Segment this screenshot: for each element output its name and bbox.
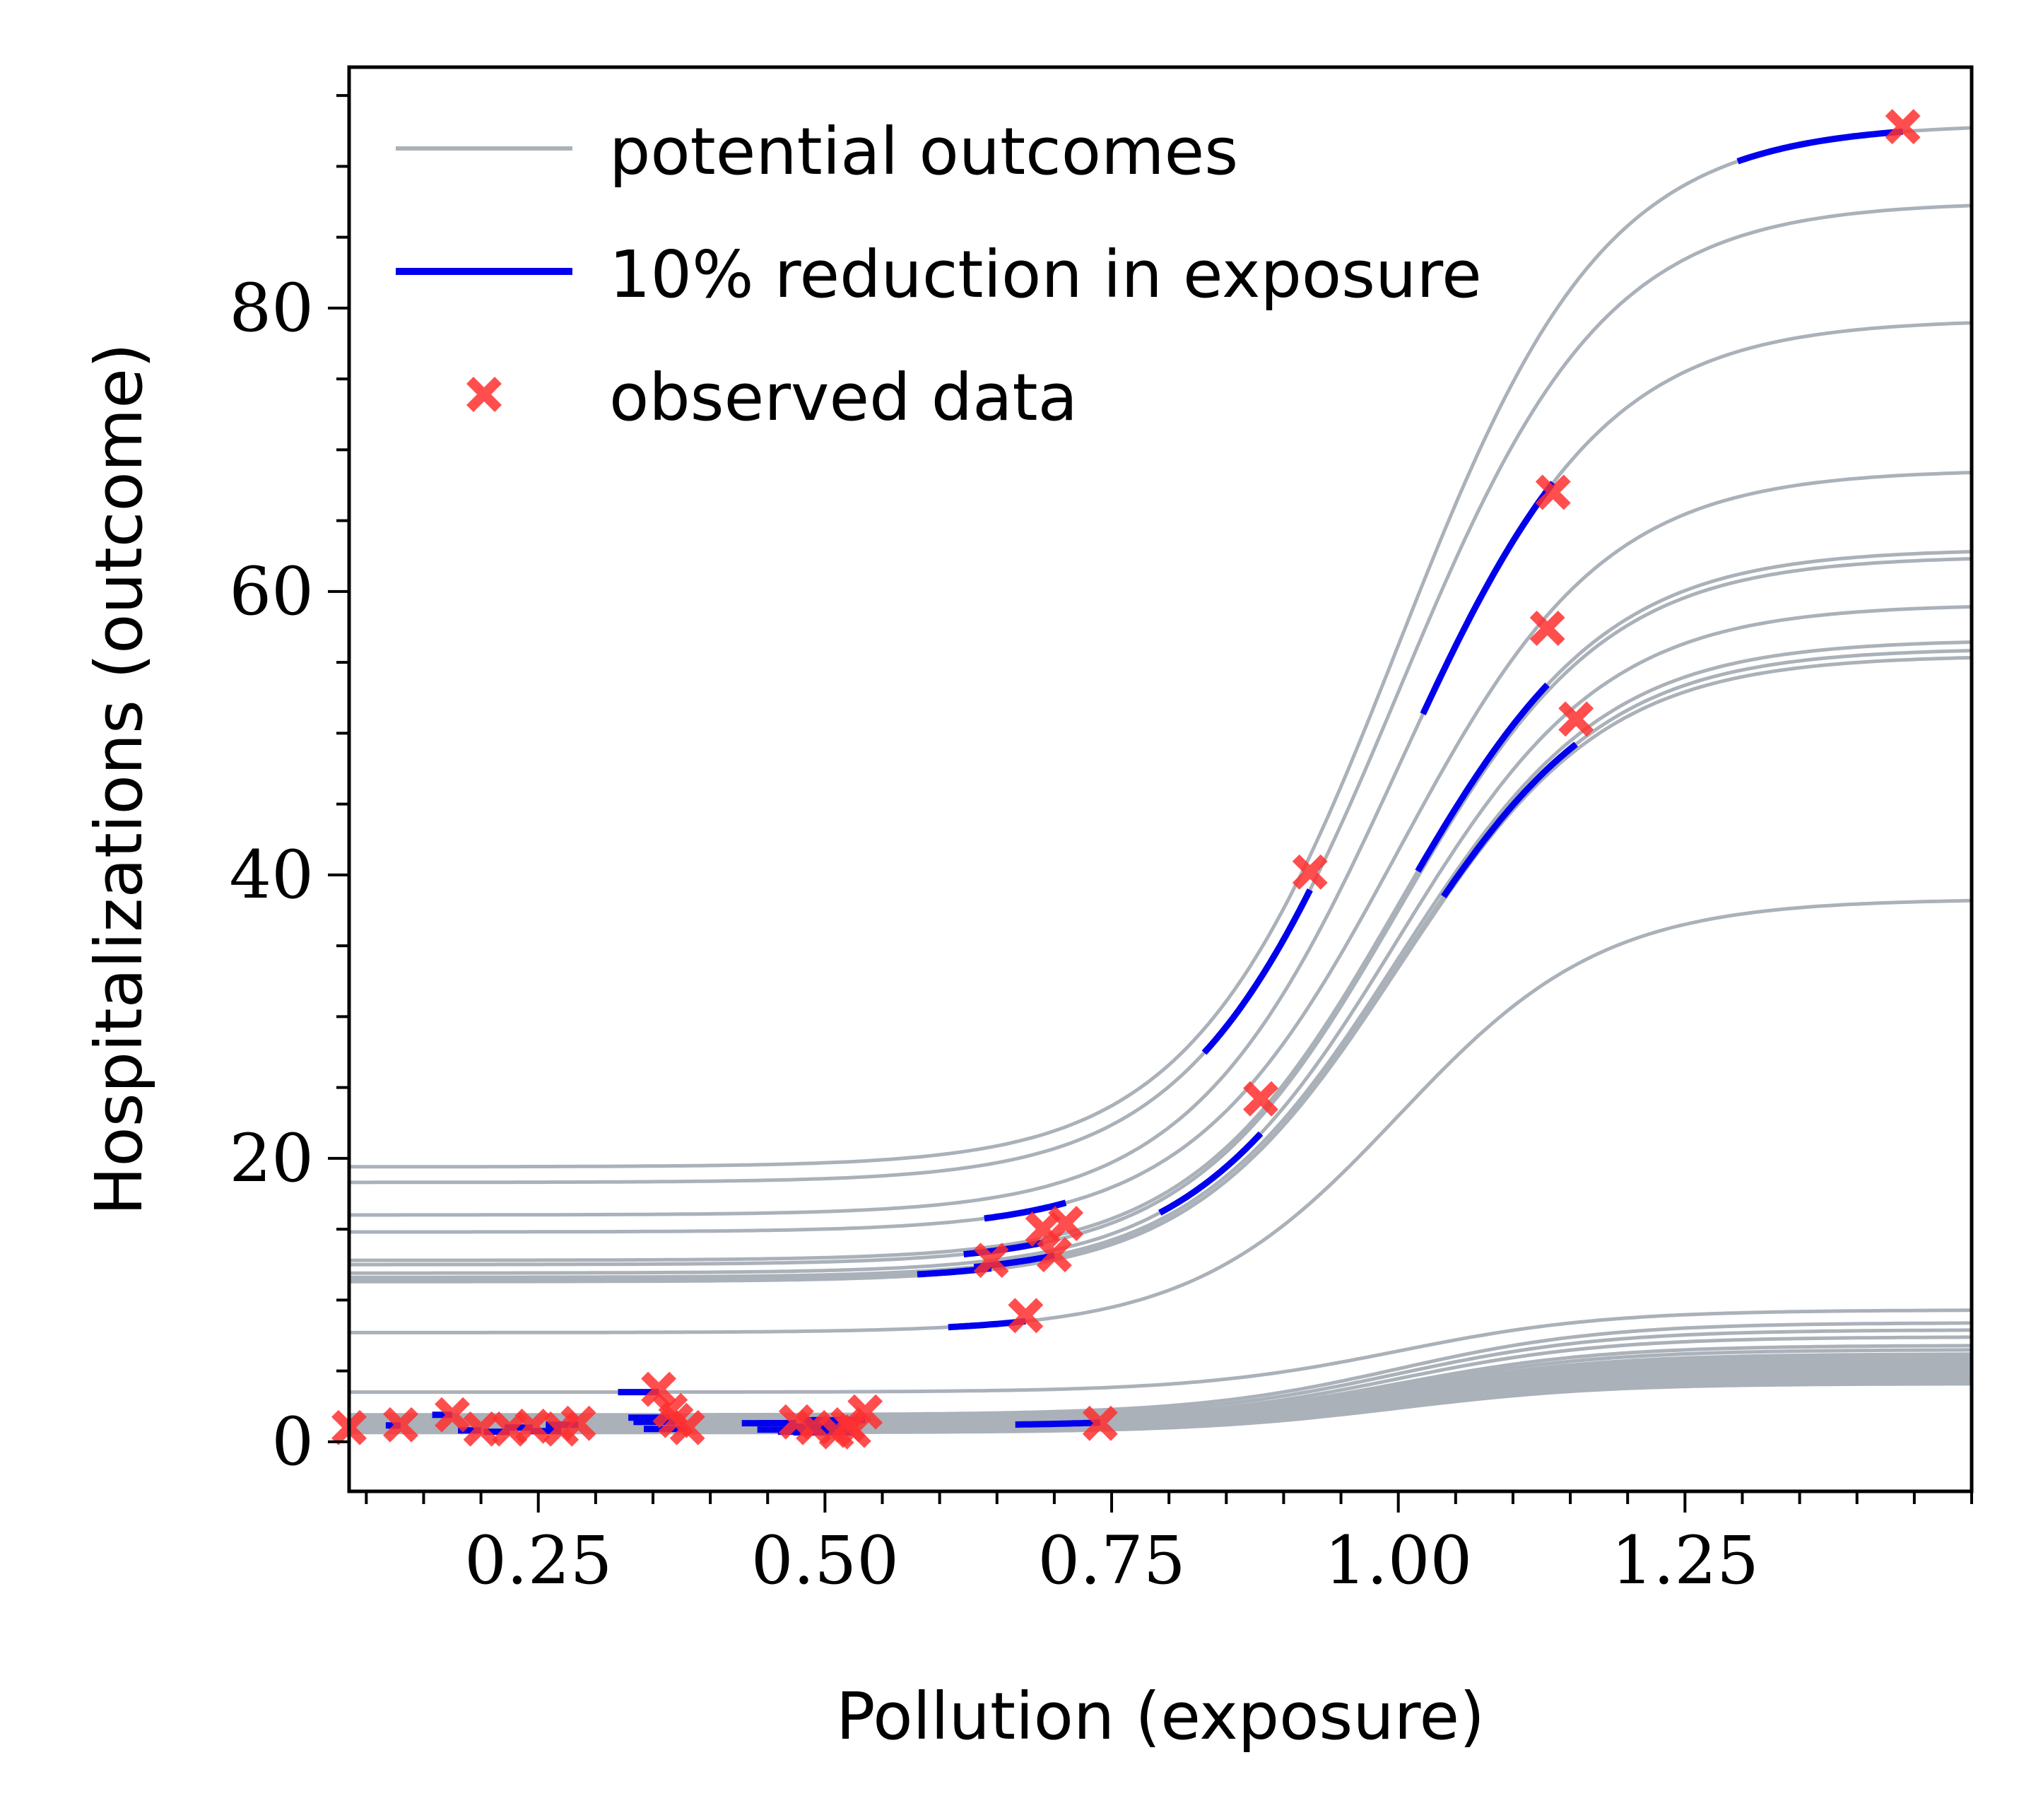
potential-outcome-curves	[349, 126, 1972, 1435]
x-tick-label: 0.50	[751, 1522, 899, 1599]
potential-outcome-curve-10	[349, 898, 1972, 1334]
y-tick-label: 0	[271, 1404, 314, 1481]
observed-point-5	[1025, 1211, 1061, 1247]
observed-point-1	[1292, 854, 1328, 890]
potential-outcome-curve-1	[349, 204, 1972, 1185]
observed-point-29	[836, 1412, 871, 1448]
reduction-segment-0	[1736, 128, 1903, 165]
observed-point-19	[1082, 1405, 1118, 1441]
y-tick-label: 40	[229, 837, 314, 914]
y-tick-label: 20	[229, 1120, 314, 1197]
reduction-segment-2	[1420, 481, 1556, 716]
x-tick-label: 1.00	[1324, 1522, 1472, 1599]
observed-point-6	[1243, 1081, 1278, 1117]
reduction-segment-3	[984, 1199, 1067, 1222]
y-axis-label: Hospitalizations (outcome)	[81, 343, 157, 1216]
observed-point-28	[492, 1411, 528, 1447]
potential-outcome-curve-2	[349, 321, 1972, 1217]
potential-outcome-curve-29	[349, 1382, 1972, 1435]
potential-outcome-curve-6	[349, 605, 1972, 1275]
observed-point-10	[1008, 1298, 1044, 1334]
reduction-segment-6	[1158, 1131, 1264, 1216]
observed-point-23	[669, 1409, 705, 1445]
x-tick-label: 0.25	[464, 1522, 612, 1599]
potential-outcome-curve-12	[349, 1321, 1972, 1417]
legend-label-potential: potential outcomes	[609, 114, 1238, 189]
y-tick-label: 60	[229, 553, 314, 630]
observed-point-12	[435, 1397, 470, 1433]
reduction-segment-1	[1201, 888, 1313, 1055]
legend-label-observed: observed data	[609, 360, 1078, 435]
x-axis-label: Pollution (exposure)	[836, 1679, 1485, 1754]
observed-point-3	[1048, 1206, 1084, 1242]
reduction-segment-8	[1441, 741, 1578, 898]
reduction-segment-19	[1015, 1419, 1100, 1428]
x-tick-label: 0.75	[1037, 1522, 1185, 1599]
potential-outcome-curve-9	[349, 656, 1972, 1282]
potential-outcome-curve-7	[349, 640, 1972, 1279]
legend-label-reduction: 10% reduction in exposure	[609, 237, 1482, 312]
reduction-segment-4	[1415, 682, 1550, 873]
observed-point-11	[641, 1371, 677, 1407]
legend: potential outcomes 10% reduction in expo…	[396, 114, 1482, 435]
y-tick-label: 80	[229, 270, 314, 347]
potential-outcome-curve-5	[349, 557, 1972, 1267]
plot-frame	[347, 65, 1974, 1493]
x-axis: 0.25 0.50 0.75 1.00 1.25	[365, 1491, 1973, 1599]
legend-swatch-observed	[466, 377, 502, 412]
y-axis: 0 20 40 60 80	[229, 94, 349, 1481]
x-tick-label: 1.25	[1611, 1522, 1759, 1599]
observed-point-4	[1529, 611, 1565, 646]
potential-outcome-curve-13	[349, 1328, 1972, 1420]
observed-point-25	[463, 1411, 499, 1447]
observed-point-8	[1558, 701, 1594, 737]
observed-markers	[331, 109, 1921, 1450]
observed-point-18	[383, 1407, 418, 1443]
observed-point-0	[1885, 109, 1921, 145]
observed-point-26	[543, 1411, 579, 1447]
legend-observed-cross	[466, 377, 502, 412]
potential-outcome-curve-3	[349, 471, 1972, 1234]
potential-outcome-curve-0	[349, 126, 1972, 1169]
observed-point-7	[1036, 1237, 1072, 1273]
potential-outcome-curve-8	[349, 649, 1972, 1284]
observed-point-9	[973, 1243, 1009, 1279]
observed-point-2	[1535, 474, 1571, 510]
potential-outcome-curve-4	[349, 550, 1972, 1262]
